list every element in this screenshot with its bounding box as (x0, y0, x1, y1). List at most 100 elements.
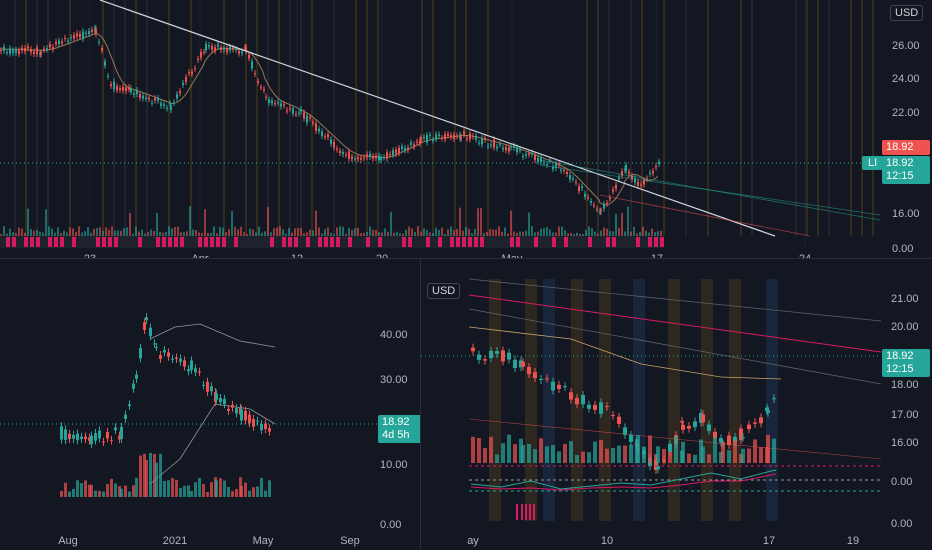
top-candle (289, 108, 291, 110)
top-candle (407, 147, 409, 150)
top-candle (631, 175, 633, 180)
top-volume-bar (390, 211, 392, 236)
top-session-band (289, 0, 291, 236)
top-volume-bar (417, 226, 419, 236)
top-indicator-mark (462, 237, 466, 247)
br-volume-bar (551, 445, 555, 463)
top-volume-bar (201, 233, 203, 236)
top-volume-bar (246, 233, 248, 236)
bl-volume-bar (248, 490, 251, 497)
top-candle (555, 163, 557, 168)
bl-volume-bar (98, 490, 101, 497)
top-candle (173, 102, 175, 104)
br-volume-bar (581, 451, 585, 463)
top-volume-bar (219, 227, 221, 236)
top-volume-bar (126, 227, 128, 236)
top-candle (472, 136, 474, 138)
bl-candle (143, 322, 146, 330)
br-volume-bar (668, 451, 672, 463)
top-indicator-mark (222, 237, 226, 247)
top-session-band (278, 0, 280, 236)
top-y-tick: 24.00 (892, 73, 920, 85)
top-candle (292, 108, 294, 114)
top-volume-bar (654, 232, 656, 236)
top-volume-bar (165, 231, 167, 236)
top-candle (398, 148, 400, 154)
br-candle (593, 404, 597, 410)
br-candle (563, 386, 567, 388)
bl-volume-bar (143, 453, 146, 497)
top-volume-bar (180, 232, 182, 236)
bl-candle (128, 404, 131, 407)
top-last-price: 18.92 (886, 157, 914, 169)
br-candle (557, 384, 561, 389)
top-candle (383, 157, 385, 159)
top-indicator-mark (294, 237, 298, 247)
br-candle (545, 378, 549, 380)
top-volume-bar (495, 229, 497, 236)
top-indicator-mark (468, 237, 472, 247)
top-symbol-tag[interactable]: LI (862, 156, 884, 170)
top-currency-badge[interactable]: USD (890, 5, 924, 21)
br-candle (533, 372, 537, 378)
br-ma-long (468, 294, 882, 353)
bottom-right-chart-canvas[interactable]: 21.00 20.00 18.00 17.00 16.00 0.00 0.00 ay 10 17 1… (421, 259, 932, 550)
top-volume-bar (153, 231, 155, 236)
top-volume-bar (174, 226, 176, 236)
top-volume-bar (342, 226, 344, 236)
top-candle (447, 133, 449, 136)
top-candle (191, 71, 193, 75)
br-candle (471, 347, 475, 352)
top-volume-bar (492, 229, 494, 236)
bl-candle (264, 423, 267, 430)
br-currency-badge[interactable]: USD (427, 283, 461, 299)
top-candle (55, 41, 57, 44)
top-candle (318, 128, 320, 132)
top-indicator-mark (60, 237, 64, 247)
bottom-right-chart-pane[interactable]: 21.00 20.00 18.00 17.00 16.00 0.00 0.00 ay 10 17 1… (421, 259, 932, 550)
top-volume-bar (198, 232, 200, 236)
top-candle (18, 50, 20, 54)
top-volume-bar (531, 226, 533, 236)
br-candle (569, 392, 573, 400)
top-candle (101, 47, 103, 51)
top-candle (459, 134, 461, 139)
top-candle (85, 32, 87, 34)
top-candle (197, 58, 199, 61)
br-session-band (729, 279, 741, 521)
bottom-left-chart-canvas[interactable]: 40.00 30.00 10.00 0.00 Aug 2021 May Sep (0, 259, 420, 550)
top-volume-bar (213, 226, 215, 236)
top-candle (76, 33, 78, 37)
bottom-left-chart-pane[interactable]: 40.00 30.00 10.00 0.00 Aug 2021 May Sep 18.92 4… (0, 259, 420, 550)
top-volume-bar (324, 229, 326, 236)
bl-candle (215, 393, 218, 400)
top-session-band (267, 0, 269, 236)
top-volume-bar (606, 228, 608, 236)
top-candle (528, 153, 530, 155)
top-volume-bar (465, 226, 467, 236)
br-candle (753, 422, 757, 424)
top-indicator-mark (534, 237, 538, 247)
top-volume-bar (456, 229, 458, 236)
bl-candle (84, 436, 87, 440)
top-volume-bar (501, 231, 503, 236)
br-session-band (525, 279, 537, 521)
top-volume-bar (519, 231, 521, 236)
vertical-divider[interactable] (420, 259, 421, 550)
top-y-tick: 0.00 (892, 243, 913, 255)
top-y-tick: 22.00 (892, 107, 920, 119)
top-session-band (113, 0, 115, 236)
top-indicator-mark (30, 237, 34, 247)
top-indicator-mark (198, 237, 202, 247)
top-candle (238, 51, 240, 54)
top-chart-canvas[interactable]: 26.00 24.00 22.00 16.00 0.00 23 Apr 12 20 May 17 24 (0, 0, 932, 258)
bl-volume-bar (260, 477, 263, 497)
top-volume-bar (402, 233, 404, 236)
top-chart-pane[interactable]: 26.00 24.00 22.00 16.00 0.00 23 Apr 12 20 May 17 24… (0, 0, 932, 258)
top-session-band (608, 0, 610, 236)
bl-candle (153, 343, 156, 345)
top-volume-bar (249, 228, 251, 236)
top-volume-bar (33, 230, 35, 236)
top-candle (166, 107, 168, 109)
horizontal-divider[interactable] (0, 258, 932, 259)
